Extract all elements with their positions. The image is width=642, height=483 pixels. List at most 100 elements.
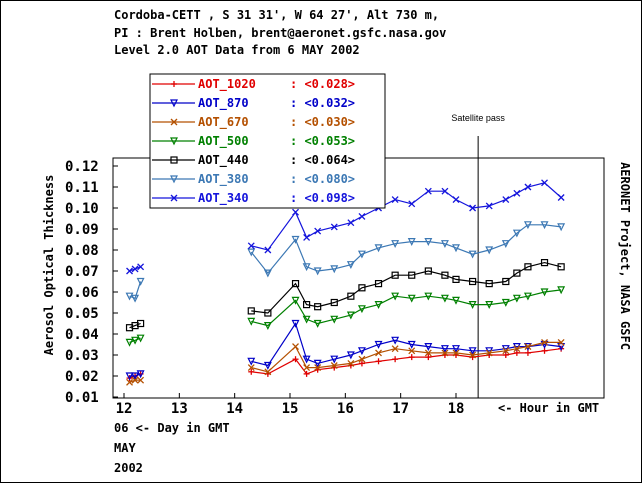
data-point — [131, 336, 140, 345]
y-tick-label: 0.04 — [65, 327, 99, 343]
data-point — [557, 286, 566, 295]
data-point — [541, 179, 548, 187]
series-line — [251, 261, 562, 314]
data-point — [424, 187, 432, 195]
series-aot-440 — [125, 259, 565, 332]
data-point — [408, 354, 415, 361]
data-point — [330, 355, 339, 364]
data-point — [391, 336, 400, 345]
data-point — [424, 349, 432, 357]
data-point — [485, 246, 494, 255]
data-point — [391, 345, 399, 353]
series-aot-670 — [126, 338, 565, 386]
data-point — [137, 319, 145, 328]
legend-marker — [170, 156, 178, 164]
data-point — [452, 275, 460, 283]
date-month-label: MAY — [114, 441, 136, 455]
legend-mean: : <0.028> — [290, 77, 355, 91]
data-point — [291, 296, 300, 305]
data-point — [440, 294, 449, 303]
data-point — [424, 238, 433, 246]
x-tick-label: 12 — [116, 401, 133, 417]
x-tick-label: 13 — [171, 401, 188, 417]
data-point — [330, 223, 338, 231]
data-point — [131, 376, 139, 384]
data-point — [391, 292, 400, 301]
data-point — [292, 356, 299, 363]
legend-label: AOT_380 — [198, 172, 249, 187]
data-point — [502, 196, 510, 204]
data-point — [523, 221, 532, 230]
data-point — [330, 362, 338, 369]
data-point — [440, 240, 449, 249]
legend-label: AOT_670 — [198, 115, 249, 130]
data-point — [302, 315, 311, 324]
legend-mean: : <0.030> — [290, 115, 355, 129]
legend-mean: : <0.080> — [290, 172, 355, 186]
x-tick-label: 16 — [337, 401, 354, 417]
legend-marker — [170, 194, 178, 202]
data-point — [313, 319, 322, 328]
date-year-label: 2002 — [114, 461, 143, 475]
data-point — [424, 343, 433, 351]
legend-label: AOT_340 — [198, 191, 249, 206]
data-point — [513, 189, 521, 197]
data-point — [302, 355, 311, 364]
legend-label: AOT_1020 — [198, 77, 256, 92]
data-point — [408, 200, 416, 208]
legend-mean: : <0.064> — [290, 153, 355, 167]
legend-entry: AOT_340: <0.098> — [152, 191, 355, 206]
data-point — [125, 292, 134, 301]
legend-label: AOT_500 — [198, 134, 249, 149]
data-point — [136, 370, 145, 379]
date-day-label: 06 <- Day in GMT — [114, 421, 230, 435]
data-point — [374, 301, 383, 309]
data-point — [523, 292, 532, 301]
data-point — [357, 250, 366, 259]
data-point — [357, 305, 366, 314]
data-point — [292, 343, 299, 351]
data-point — [512, 294, 521, 303]
legend-entry: AOT_380 : <0.080> — [152, 172, 355, 187]
data-point — [440, 345, 449, 354]
data-point — [424, 267, 432, 275]
legend-entry: AOT_670 : <0.030> — [152, 115, 355, 130]
data-point — [263, 322, 272, 330]
data-point — [513, 269, 521, 277]
data-point — [524, 183, 532, 191]
data-point — [131, 265, 139, 273]
data-point — [347, 359, 355, 367]
data-point — [452, 244, 460, 253]
data-point — [540, 288, 549, 297]
series-aot-1020 — [126, 345, 565, 382]
y-tick-label: 0.12 — [65, 159, 99, 175]
data-point — [247, 248, 256, 257]
y-tick-label: 0.10 — [65, 201, 99, 217]
series-line — [251, 322, 562, 367]
y-tick-label: 0.01 — [65, 390, 99, 406]
data-point — [391, 240, 400, 249]
header-level: Level 2.0 AOT Data from 6 MAY 2002 — [114, 43, 360, 57]
y-tick-label: 0.02 — [65, 369, 99, 385]
data-point — [358, 284, 366, 292]
data-point — [247, 317, 256, 326]
x-axis-label: <- Hour in GMT — [498, 401, 599, 415]
data-point — [468, 250, 477, 259]
data-point — [407, 340, 416, 349]
header-location: Cordoba-CETT , S 31 31', W 64 27', Alt 7… — [114, 8, 439, 22]
data-point — [392, 356, 399, 363]
data-point — [541, 338, 548, 346]
data-point — [346, 261, 355, 270]
data-point — [374, 340, 383, 349]
data-point — [502, 347, 510, 355]
y-tick-label: 0.07 — [65, 264, 99, 280]
data-point — [441, 271, 449, 279]
legend-marker — [170, 118, 178, 126]
data-point — [263, 361, 272, 370]
data-point — [557, 338, 565, 346]
data-point — [408, 271, 416, 279]
data-point — [501, 240, 510, 249]
series-aot-380 — [125, 221, 566, 303]
data-point — [330, 298, 338, 307]
